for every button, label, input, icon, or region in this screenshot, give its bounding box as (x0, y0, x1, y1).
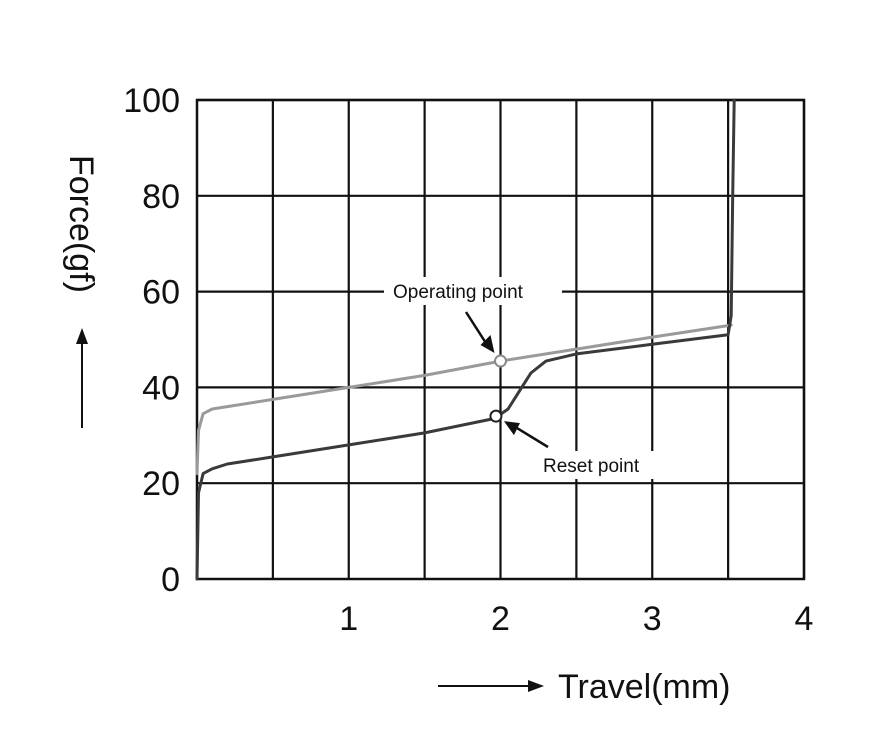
tick-labels: 0 20 40 60 80 100 1 2 3 4 (123, 82, 813, 638)
y-axis-title: Force(gf) (62, 155, 100, 293)
operating-point-arrow-head (480, 335, 495, 354)
y-tick-label-3: 60 (142, 274, 180, 312)
x-tick-label-0: 1 (339, 600, 358, 638)
reset-point-label: Reset point (543, 456, 640, 477)
x-axis-title: Travel(mm) (558, 668, 731, 706)
operating-point-label-bg (384, 277, 562, 305)
x-tick-label-2: 3 (643, 600, 662, 638)
annotation-marker-0 (494, 354, 507, 368)
annotation-marker-1 (489, 409, 503, 423)
x-tick-label-3: 4 (795, 600, 814, 638)
y-tick-label-4: 80 (142, 178, 180, 216)
series-line-0 (195, 323, 733, 476)
y-tick-label-1: 20 (142, 465, 180, 503)
y-tick-label-2: 40 (142, 369, 180, 407)
series-group (195, 98, 736, 581)
annotations: Operating point Reset point (384, 277, 696, 479)
x-tick-label-1: 2 (491, 600, 510, 638)
reset-point-label-bg (536, 451, 696, 479)
y-axis-arrow-head (76, 328, 88, 344)
grid (195, 98, 806, 581)
reset-point-arrow-head (503, 421, 520, 436)
reset-point-arrow-shaft (513, 425, 549, 449)
y-tick-label-5: 100 (123, 82, 180, 120)
operating-point-label: Operating point (393, 282, 524, 303)
y-tick-label-0: 0 (161, 561, 180, 599)
x-axis-arrow-head (528, 680, 544, 692)
series-line-1 (195, 98, 736, 581)
